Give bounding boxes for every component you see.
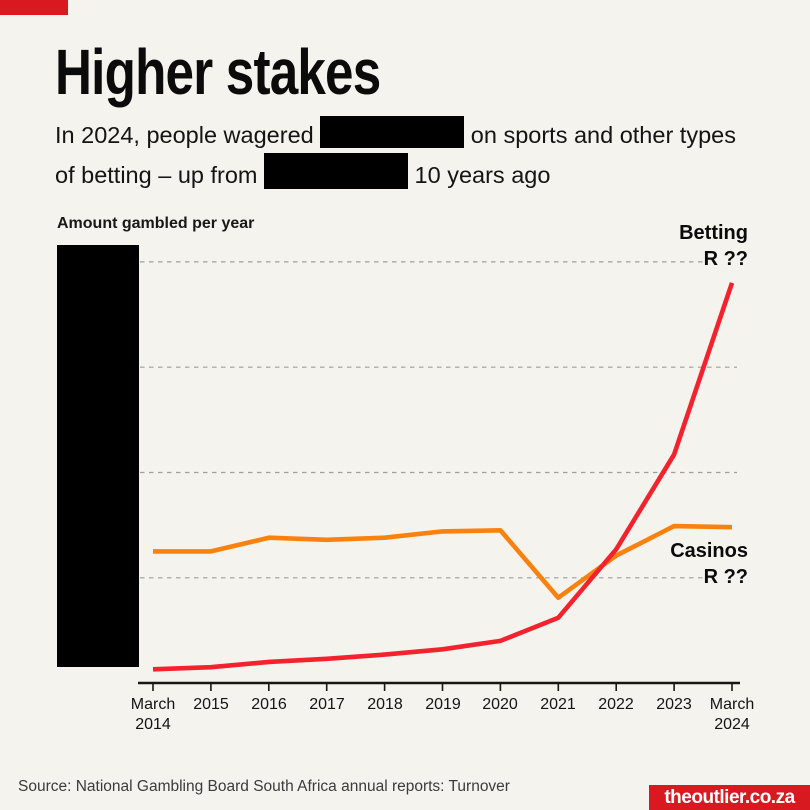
brand-badge-text: theoutlier.co.za <box>664 786 795 808</box>
subtitle-text: 10 years ago <box>414 162 551 188</box>
redacted-amount-2014 <box>264 153 409 189</box>
x-tick-label: 2015 <box>193 696 229 713</box>
series-end-labels: Betting R ?? Casinos R ?? <box>670 222 748 588</box>
subtitle: In 2024, people wagered on sports and ot… <box>55 116 775 193</box>
chart-title: Amount gambled per year <box>57 215 255 232</box>
x-tick-label: 2021 <box>540 696 576 713</box>
redacted-amount-2024 <box>320 116 465 148</box>
x-tick-label: March <box>710 696 754 713</box>
subtitle-text: on sports and other types <box>470 122 736 148</box>
x-tick-label: 2022 <box>598 696 634 713</box>
x-tick-label: 2020 <box>482 696 518 713</box>
casinos-series-label: Casinos <box>670 540 748 562</box>
betting-series-line <box>152 282 735 672</box>
x-tick-label: March <box>131 696 175 713</box>
x-tick-label: 2019 <box>425 696 461 713</box>
subtitle-text: In 2024, people wagered <box>55 122 314 148</box>
redacted-y-axis-labels <box>57 245 139 667</box>
gridlines <box>140 261 737 579</box>
casinos-series-value: R ?? <box>704 566 748 588</box>
betting-series-value: R ?? <box>704 248 748 270</box>
source-attribution: Source: National Gambling Board South Af… <box>18 778 510 795</box>
x-tick-label: 2014 <box>135 716 171 733</box>
x-tick-label: 2016 <box>251 696 287 713</box>
x-axis-ticks <box>152 683 733 691</box>
brand-corner-mark <box>0 0 68 15</box>
x-tick-label: 2018 <box>367 696 403 713</box>
subtitle-line-1: In 2024, people wagered on sports and ot… <box>55 116 775 153</box>
x-axis-labels: March 2014 2015 2016 2017 2018 2019 2020… <box>131 696 754 733</box>
x-tick-label: 2024 <box>714 716 750 733</box>
casinos-series-line <box>153 523 733 601</box>
page-title: Higher stakes <box>55 36 381 108</box>
subtitle-line-2: of betting – up from 10 years ago <box>55 153 775 193</box>
x-tick-label: 2017 <box>309 696 345 713</box>
x-tick-label: 2023 <box>656 696 692 713</box>
subtitle-text: of betting – up from <box>55 162 258 188</box>
betting-series-label: Betting <box>679 222 748 244</box>
brand-badge: theoutlier.co.za <box>649 785 810 810</box>
